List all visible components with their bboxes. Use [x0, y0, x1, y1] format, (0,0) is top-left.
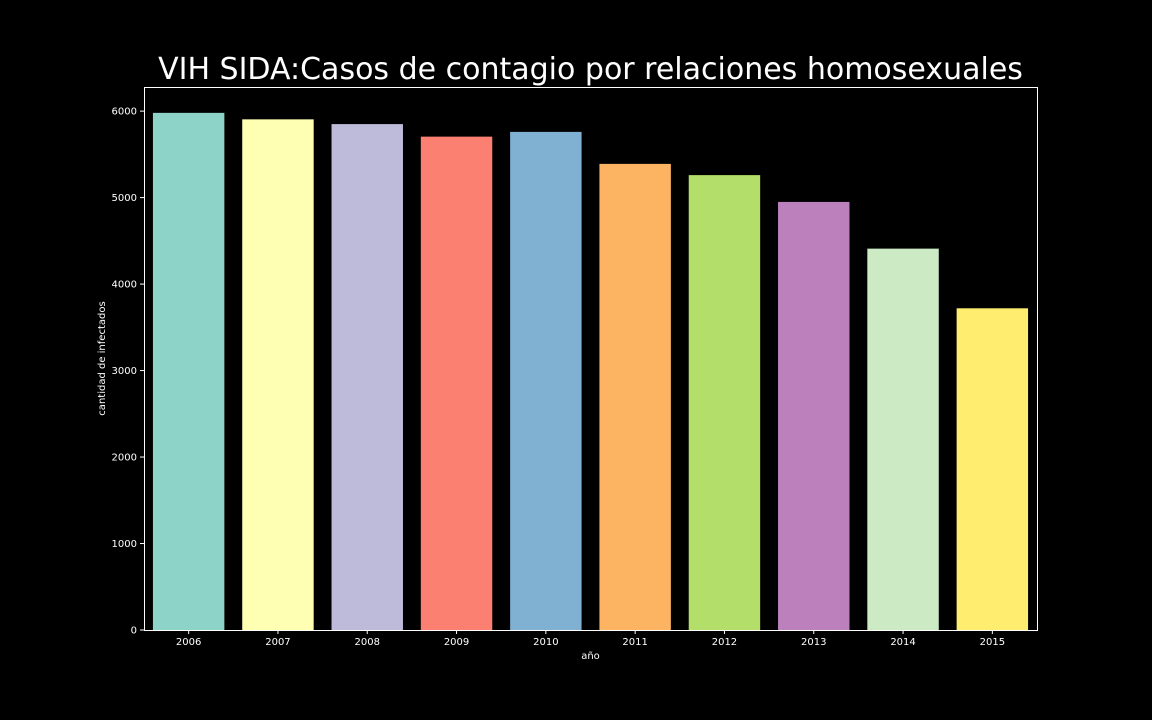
x-tick-label: 2015 [980, 637, 1005, 648]
x-axis-label: año [581, 651, 600, 662]
y-axis-ticks: 0 1000 2000 3000 4000 5000 6000 [112, 107, 144, 637]
x-axis-ticks: 2006 2007 2008 2009 2010 2011 2012 2013 2014 2015 [176, 630, 1005, 648]
x-tick-label: 2008 [355, 637, 380, 648]
bar-2011 [599, 163, 671, 630]
bar-2010 [510, 131, 582, 630]
plot-frame [144, 87, 1038, 631]
x-tick-label: 2014 [890, 637, 915, 648]
y-tick-label: 5000 [112, 193, 137, 204]
bars-group [152, 112, 1029, 631]
bar-2006 [152, 112, 225, 631]
x-tick-label: 2009 [444, 637, 469, 648]
bar-2015 [956, 308, 1029, 630]
bar-2013 [778, 201, 850, 630]
y-tick-label: 4000 [112, 280, 137, 291]
bar-2012 [688, 175, 761, 630]
y-tick-label: 3000 [112, 366, 137, 377]
bar-2014 [867, 248, 939, 630]
bar-2008 [331, 124, 403, 630]
bar-2007 [242, 119, 314, 630]
x-tick-label: 2007 [265, 637, 290, 648]
x-tick-label: 2010 [533, 637, 558, 648]
y-tick-label: 1000 [112, 539, 137, 550]
chart-title: VIH SIDA:Casos de contagio por relacione… [158, 52, 1023, 87]
bar-2009 [420, 136, 493, 630]
y-tick-label: 2000 [112, 453, 137, 464]
y-tick-label: 0 [131, 626, 137, 637]
x-tick-label: 2012 [712, 637, 737, 648]
x-tick-label: 2006 [176, 637, 201, 648]
x-tick-label: 2011 [622, 637, 647, 648]
x-tick-label: 2013 [801, 637, 826, 648]
y-axis-label: cantidad de infectados [97, 301, 108, 415]
y-tick-label: 6000 [112, 107, 137, 118]
